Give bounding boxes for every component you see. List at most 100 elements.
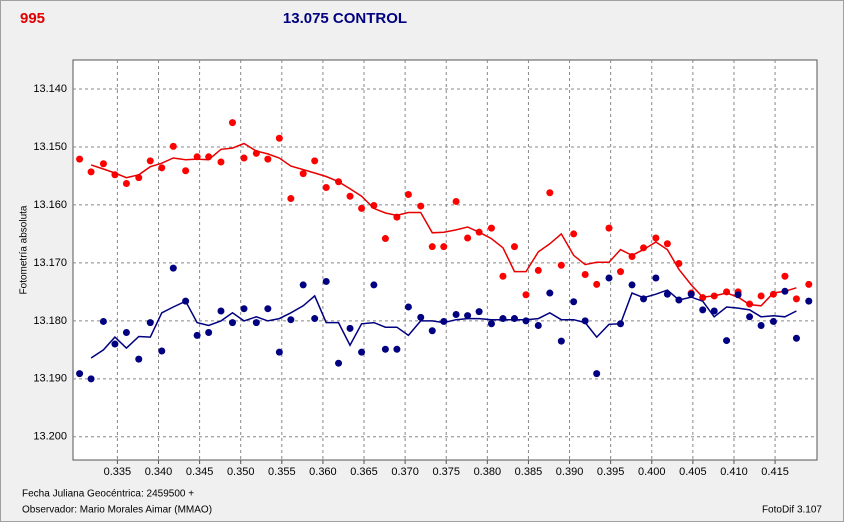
data-point [264,155,272,163]
data-point [404,190,412,198]
data-point [122,179,130,187]
data-point [499,315,507,323]
data-point [322,277,330,285]
data-point [769,290,777,298]
x-tick-label: 0.390 [556,466,584,478]
data-point [546,289,554,297]
data-point [687,290,695,298]
plot-area [72,59,818,461]
x-axis-label: Fecha Juliana Geocéntrica: 2459500 + [22,489,194,500]
data-point [428,327,436,335]
data-point [87,375,95,383]
data-point [510,243,518,251]
x-tick-label: 0.345 [186,466,214,478]
data-point [404,303,412,311]
data-point [699,306,707,314]
data-point [734,291,742,299]
data-point [275,134,283,142]
data-point [322,184,330,192]
data-point [417,313,425,321]
data-point [299,281,307,289]
data-point [581,270,589,278]
data-point [169,142,177,150]
data-point [193,331,201,339]
data-point [475,308,483,316]
data-point [769,317,777,325]
data-point [792,334,800,342]
data-point [358,348,366,356]
data-point [534,266,542,274]
data-point [593,370,601,378]
data-point [381,345,389,353]
data-point [452,310,460,318]
data-point [781,287,789,295]
trend-line [90,289,797,359]
data-point [723,337,731,345]
data-point [805,297,813,305]
trend-line [90,142,797,307]
data-point [358,204,366,212]
x-tick-label: 0.365 [350,466,378,478]
data-point [228,319,236,327]
x-tick-label: 0.335 [104,466,132,478]
data-point [605,274,613,282]
data-point [440,317,448,325]
data-point [346,192,354,200]
data-point [440,243,448,251]
x-tick-label: 0.360 [309,466,337,478]
data-point [182,167,190,175]
data-point [146,157,154,165]
y-tick-label: 13.140 [33,83,67,95]
data-point [158,347,166,355]
data-point [805,280,813,288]
data-point [370,281,378,289]
data-point [464,234,472,242]
data-point [499,272,507,280]
data-point [240,305,248,313]
x-tick-label: 0.405 [679,466,707,478]
data-point [169,264,177,272]
data-point [87,168,95,176]
data-point [381,235,389,243]
data-point [557,337,565,345]
x-tick-label: 0.385 [515,466,543,478]
y-tick-label: 13.190 [33,373,67,385]
y-tick-label: 13.200 [33,431,67,443]
data-point [617,268,625,276]
data-point [287,316,295,324]
data-point [534,322,542,330]
x-tick-label: 0.370 [391,466,419,478]
data-point [311,315,319,323]
data-point [99,317,107,325]
data-point [628,281,636,289]
observer: Observador: Mario Morales Aimar (MMAO) [22,505,212,516]
x-tick-label: 0.340 [145,466,173,478]
data-point [464,312,472,320]
data-point [487,224,495,232]
data-point [652,234,660,242]
data-point [570,230,578,238]
data-point [452,197,460,205]
data-point [240,154,248,162]
data-point [417,202,425,210]
data-point [299,170,307,178]
data-point [393,345,401,353]
x-tick-label: 0.400 [638,466,666,478]
data-point [557,261,565,269]
data-point [546,189,554,197]
data-point [487,320,495,328]
data-point [428,243,436,251]
data-point [287,195,295,203]
data-point [275,348,283,356]
x-tick-label: 0.380 [474,466,502,478]
x-tick-label: 0.355 [268,466,296,478]
data-point [781,272,789,280]
data-point [792,295,800,303]
data-point [335,359,343,367]
data-point [346,324,354,332]
star-label: 995 [20,10,45,27]
data-point [757,322,765,330]
data-point [605,224,613,232]
